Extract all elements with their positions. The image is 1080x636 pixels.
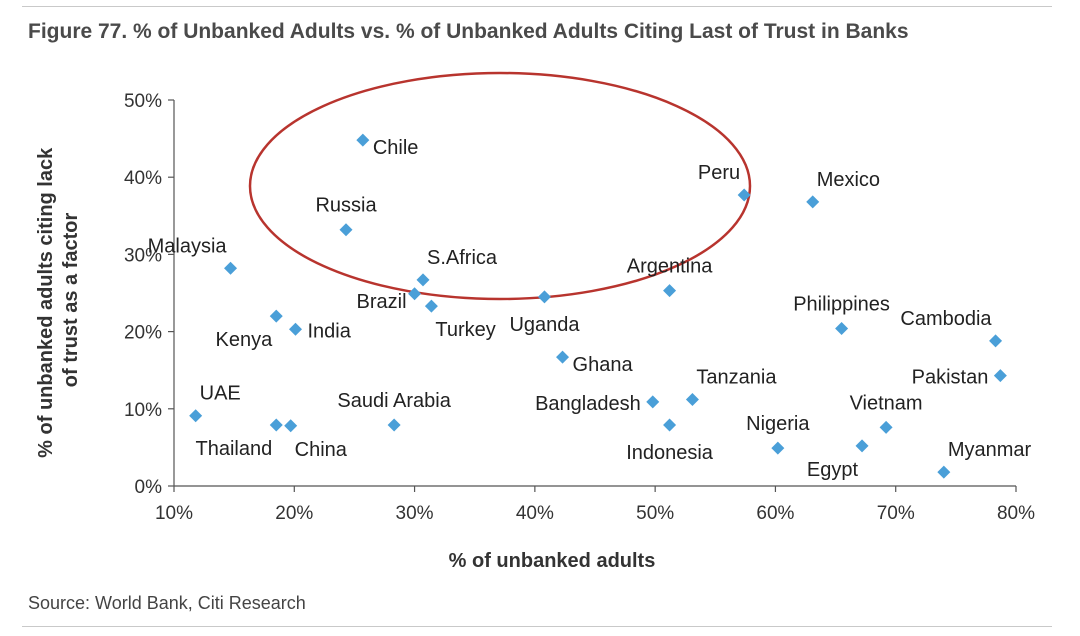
- y-tick-label: 10%: [124, 400, 162, 421]
- point-china: [284, 419, 298, 433]
- y-tick-label: 30%: [124, 245, 162, 266]
- point-peru: [737, 188, 751, 202]
- point-myanmar: [937, 465, 951, 479]
- label-peru: Peru: [698, 162, 740, 184]
- point-uganda: [537, 290, 551, 304]
- x-tick-label: 80%: [997, 503, 1035, 524]
- point-saudi-arabia: [387, 418, 401, 432]
- point-nigeria: [771, 441, 785, 455]
- point-argentina: [663, 284, 677, 298]
- point-mexico: [806, 195, 820, 209]
- label-china: China: [295, 439, 348, 461]
- label-nigeria: Nigeria: [746, 413, 810, 435]
- axes: 0% 10% 20% 30% 40% 50% 10% 20% 30% 40% 50% 60% 70% 80…: [124, 91, 1035, 524]
- label-argentina: Argentina: [627, 256, 713, 278]
- label-ghana: Ghana: [573, 354, 634, 376]
- highlight-ellipse: [248, 71, 752, 301]
- label-thailand: Thailand: [196, 438, 273, 460]
- y-tick-label: 20%: [124, 323, 162, 344]
- y-axis-title-line-2: of trust as a factor: [60, 213, 82, 388]
- point-labels: Chile Peru Mexico Russia Malaysia S.Africa Arg…: [148, 137, 1032, 481]
- point-tanzania: [685, 393, 699, 407]
- label-indonesia: Indonesia: [626, 442, 714, 464]
- point-vietnam: [879, 420, 893, 434]
- y-tick-label: 50%: [124, 91, 162, 112]
- label-egypt: Egypt: [807, 459, 859, 481]
- label-brazil: Brazil: [357, 291, 407, 313]
- point-brazil: [408, 287, 422, 301]
- point-uae: [189, 409, 203, 423]
- point-kenya: [269, 309, 283, 323]
- label-vietnam: Vietnam: [850, 392, 923, 414]
- label-bangladesh: Bangladesh: [535, 393, 641, 415]
- label-saudi-arabia: Saudi Arabia: [337, 390, 451, 412]
- label-uganda: Uganda: [509, 314, 580, 336]
- y-tick-label: 40%: [124, 168, 162, 189]
- x-tick-label: 70%: [877, 503, 915, 524]
- label-pakistan: Pakistan: [912, 367, 989, 389]
- point-cambodia: [989, 334, 1003, 348]
- point-thailand: [269, 418, 283, 432]
- x-tick-label: 30%: [396, 503, 434, 524]
- label-malaysia: Malaysia: [148, 235, 228, 257]
- point-pakistan: [993, 369, 1007, 383]
- point-bangladesh: [646, 395, 660, 409]
- point-s-africa: [416, 273, 430, 287]
- x-tick-label: 10%: [155, 503, 193, 524]
- x-axis-title: % of unbanked adults: [449, 550, 656, 572]
- label-turkey: Turkey: [435, 319, 495, 341]
- x-tick-label: 40%: [516, 503, 554, 524]
- label-uae: UAE: [200, 383, 241, 405]
- label-s-africa: S.Africa: [427, 247, 498, 269]
- point-chile: [356, 133, 370, 147]
- label-india: India: [307, 320, 351, 342]
- x-tick-label: 50%: [636, 503, 674, 524]
- y-axis-title-line-1: % of unbanked adults citing lack: [35, 147, 57, 458]
- point-ghana: [556, 350, 570, 364]
- label-mexico: Mexico: [817, 169, 880, 191]
- data-points: [189, 133, 1007, 479]
- label-tanzania: Tanzania: [696, 367, 777, 389]
- label-myanmar: Myanmar: [948, 439, 1032, 461]
- point-malaysia: [224, 261, 238, 275]
- x-tick-label: 20%: [275, 503, 313, 524]
- label-russia: Russia: [315, 195, 377, 217]
- label-chile: Chile: [373, 137, 419, 159]
- point-philippines: [835, 322, 849, 336]
- chart-title: Figure 77. % of Unbanked Adults vs. % of…: [28, 20, 909, 43]
- label-philippines: Philippines: [793, 294, 890, 316]
- point-egypt: [855, 439, 869, 453]
- bottom-rule: [22, 626, 1052, 627]
- x-tick-label: 60%: [756, 503, 794, 524]
- top-rule: [22, 6, 1052, 7]
- point-russia: [339, 223, 353, 237]
- point-india: [288, 322, 302, 336]
- y-tick-label: 0%: [135, 477, 163, 498]
- source-note: Source: World Bank, Citi Research: [28, 593, 306, 613]
- y-axis-title: % of unbanked adults citing lack of trus…: [35, 142, 82, 458]
- label-kenya: Kenya: [216, 329, 274, 351]
- point-indonesia: [663, 418, 677, 432]
- point-turkey: [424, 299, 438, 313]
- label-cambodia: Cambodia: [900, 308, 992, 330]
